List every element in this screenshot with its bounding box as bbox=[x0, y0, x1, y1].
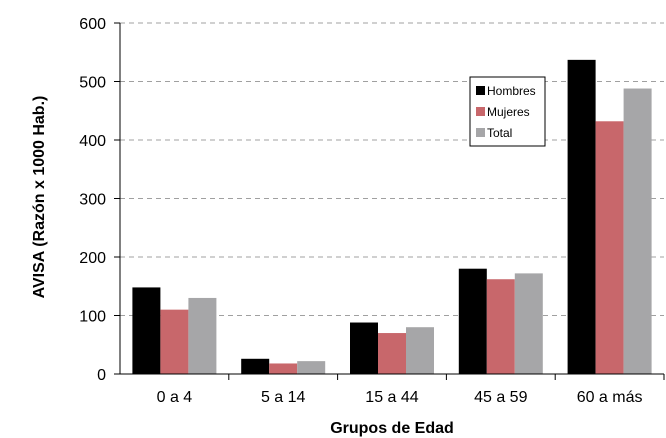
x-tick-label: 60 a más bbox=[577, 389, 643, 406]
axes bbox=[114, 22, 665, 380]
y-tick-label: 400 bbox=[79, 133, 106, 150]
y-tick-label: 500 bbox=[79, 75, 106, 92]
legend-label-total: Total bbox=[487, 126, 512, 140]
bar-mujeres-1 bbox=[269, 363, 298, 374]
x-tick-label: 45 a 59 bbox=[474, 389, 527, 406]
y-tick-labels: 0 100 200 300 400 500 600 bbox=[79, 16, 106, 384]
bar-total-4 bbox=[623, 88, 652, 375]
y-axis-title: AVISA (Razón x 1000 Hab.) bbox=[31, 96, 48, 299]
bar-mujeres-4 bbox=[595, 121, 624, 374]
legend: Hombres Mujeres Total bbox=[469, 76, 546, 147]
x-tick-label: 5 a 14 bbox=[261, 389, 306, 406]
legend-swatch-hombres bbox=[476, 86, 485, 95]
bar-hombres-0 bbox=[132, 287, 161, 374]
bar-total-1 bbox=[297, 361, 326, 374]
bar-hombres-4 bbox=[567, 59, 596, 374]
bar-hombres-3 bbox=[458, 268, 487, 374]
y-tick-label: 200 bbox=[79, 250, 106, 267]
bar-mujeres-2 bbox=[378, 333, 406, 374]
bar-total-0 bbox=[188, 297, 217, 374]
bar-total-2 bbox=[406, 327, 434, 374]
bar-hombres-1 bbox=[241, 358, 270, 374]
bar-hombres-2 bbox=[350, 322, 378, 374]
y-tick-label: 600 bbox=[79, 16, 106, 33]
bar-total-3 bbox=[514, 273, 543, 374]
legend-label-hombres: Hombres bbox=[487, 84, 536, 98]
x-tick-labels: 0 a 4 5 a 14 15 a 44 45 a 59 60 a más bbox=[157, 389, 643, 406]
bars bbox=[132, 59, 652, 375]
y-tick-label: 0 bbox=[97, 367, 106, 384]
bar-mujeres-0 bbox=[160, 309, 189, 374]
legend-label-mujeres: Mujeres bbox=[487, 105, 530, 119]
x-axis-title: Grupos de Edad bbox=[330, 420, 454, 437]
y-tick-label: 100 bbox=[79, 309, 106, 326]
legend-swatch-total bbox=[476, 128, 485, 137]
x-tick-label: 15 a 44 bbox=[365, 389, 418, 406]
legend-swatch-mujeres bbox=[476, 107, 485, 116]
x-tick-label: 0 a 4 bbox=[157, 389, 193, 406]
y-tick-label: 300 bbox=[79, 192, 106, 209]
bar-mujeres-3 bbox=[486, 279, 515, 374]
